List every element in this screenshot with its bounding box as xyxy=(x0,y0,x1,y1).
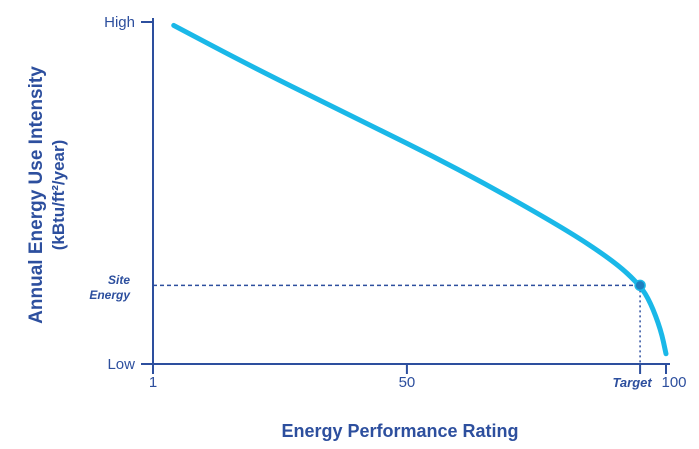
plot-area: High Low 1 50 Target 100 xyxy=(104,14,686,391)
y-tick-label: Low xyxy=(107,356,135,373)
x-tick-label: Target xyxy=(612,375,652,390)
x-tick-label: 50 xyxy=(399,374,416,391)
y-axis-title-line2: (kBtu/ft²/year) xyxy=(49,140,68,251)
y-axis-title: Annual Energy Use Intensity (kBtu/ft²/ye… xyxy=(26,66,68,324)
x-tick-label: 1 xyxy=(149,374,157,391)
site-energy-label-line1: Site xyxy=(108,273,130,287)
x-tick-label: 100 xyxy=(661,374,686,391)
target-point-marker xyxy=(634,279,646,292)
x-axis-title: Energy Performance Rating xyxy=(281,421,518,441)
y-tick-label: High xyxy=(104,14,135,31)
site-energy-label-line2: Energy xyxy=(89,288,131,302)
y-axis-title-line1: Annual Energy Use Intensity xyxy=(26,66,47,324)
energy-curve-line xyxy=(171,22,669,357)
